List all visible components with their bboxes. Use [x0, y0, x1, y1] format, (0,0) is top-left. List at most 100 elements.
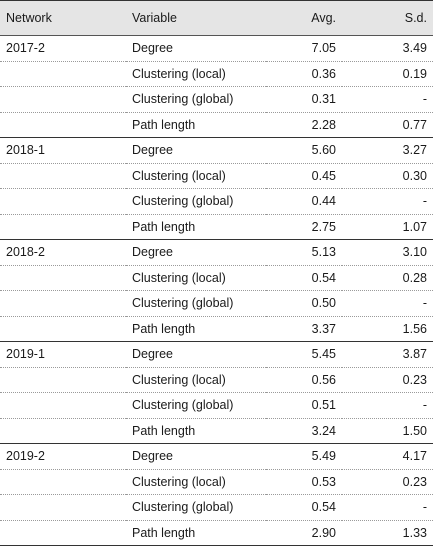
variable-cell: Clustering (global) [132, 500, 234, 515]
avg-cell: 2.28 [311, 117, 336, 132]
network-cell [0, 87, 126, 113]
network-cell [0, 112, 126, 138]
variable-cell: Clustering (global) [132, 194, 234, 209]
network-cell [0, 265, 126, 291]
table-row: Path length 3.37 1.56 [0, 316, 433, 342]
variable-cell: Clustering (local) [132, 474, 226, 489]
sd-cell: 1.50 [402, 423, 427, 438]
header-row: Network Variable Avg. S.d. [0, 0, 433, 36]
avg-cell: 0.44 [311, 194, 336, 209]
network-cell: 2018-1 [6, 143, 45, 158]
network-cell [0, 163, 126, 189]
table-row: Path length 2.75 1.07 [0, 214, 433, 240]
header-variable: Variable [132, 11, 177, 25]
variable-cell: Clustering (local) [132, 66, 226, 81]
table-row: Clustering (global) 0.51 - [0, 393, 433, 419]
sd-cell: 0.23 [402, 474, 427, 489]
table-row: Clustering (global) 0.31 - [0, 87, 433, 113]
table-row: 2017-2 Degree 7.05 3.49 [0, 36, 433, 61]
table-row: 2018-1 Degree 5.60 3.27 [0, 138, 433, 163]
sd-cell: 3.87 [402, 347, 427, 362]
variable-cell: Path length [132, 117, 196, 132]
network-cell [0, 316, 126, 342]
table-row: Clustering (local) 0.53 0.23 [0, 469, 433, 495]
sd-cell: 4.17 [402, 449, 427, 464]
sd-cell: - [422, 500, 427, 515]
network-cell [0, 189, 126, 215]
variable-cell: Clustering (local) [132, 372, 226, 387]
network-cell [0, 393, 126, 419]
header-network: Network [6, 11, 52, 25]
sd-cell: 3.27 [402, 143, 427, 158]
sd-cell: - [422, 296, 427, 311]
network-cell: 2018-2 [6, 245, 45, 260]
variable-cell: Clustering (global) [132, 92, 234, 107]
avg-cell: 5.45 [311, 347, 336, 362]
table-row: Clustering (global) 0.44 - [0, 189, 433, 215]
variable-cell: Degree [132, 347, 173, 362]
table-row: Clustering (global) 0.50 - [0, 291, 433, 317]
table-row: 2018-2 Degree 5.13 3.10 [0, 240, 433, 265]
network-cell [0, 469, 126, 495]
avg-cell: 2.75 [311, 219, 336, 234]
table-row: 2019-1 Degree 5.45 3.87 [0, 342, 433, 367]
network-cell [0, 495, 126, 521]
header-avg: Avg. [311, 11, 336, 25]
avg-cell: 0.54 [311, 270, 336, 285]
variable-cell: Path length [132, 219, 196, 234]
sd-cell: 0.30 [402, 168, 427, 183]
network-cell [0, 367, 126, 393]
sd-cell: 3.49 [402, 41, 427, 56]
table-row: Clustering (global) 0.54 - [0, 495, 433, 521]
variable-cell: Degree [132, 245, 173, 260]
table-row: Path length 3.24 1.50 [0, 418, 433, 444]
variable-cell: Degree [132, 41, 173, 56]
sd-cell: 3.10 [402, 245, 427, 260]
sd-cell: 1.07 [402, 219, 427, 234]
avg-cell: 0.54 [311, 500, 336, 515]
sd-cell: 1.33 [402, 525, 427, 540]
sd-cell: 0.23 [402, 372, 427, 387]
avg-cell: 0.53 [311, 474, 336, 489]
network-cell [0, 418, 126, 444]
sd-cell: 1.56 [402, 321, 427, 336]
table-row: Path length 2.28 0.77 [0, 112, 433, 138]
sd-cell: 0.77 [402, 117, 427, 132]
avg-cell: 5.13 [311, 245, 336, 260]
table-row: 2019-2 Degree 5.49 4.17 [0, 444, 433, 469]
table-row: Clustering (local) 0.36 0.19 [0, 61, 433, 87]
table-header: Network Variable Avg. S.d. [0, 0, 433, 36]
variable-cell: Degree [132, 449, 173, 464]
avg-cell: 0.45 [311, 168, 336, 183]
variable-cell: Path length [132, 321, 196, 336]
variable-cell: Clustering (local) [132, 270, 226, 285]
sd-cell: - [422, 92, 427, 107]
avg-cell: 3.37 [311, 321, 336, 336]
variable-cell: Clustering (global) [132, 296, 234, 311]
avg-cell: 7.05 [311, 41, 336, 56]
sd-cell: 0.19 [402, 66, 427, 81]
network-cell [0, 214, 126, 240]
avg-cell: 3.24 [311, 423, 336, 438]
table-row: Clustering (local) 0.45 0.30 [0, 163, 433, 189]
avg-cell: 0.36 [311, 66, 336, 81]
variable-cell: Path length [132, 423, 196, 438]
table-row: Clustering (local) 0.56 0.23 [0, 367, 433, 393]
network-cell [0, 520, 126, 546]
table-body: 2017-2 Degree 7.05 3.49 Clustering (local) 0.… [0, 36, 433, 546]
sd-cell: - [422, 398, 427, 413]
variable-cell: Clustering (local) [132, 168, 226, 183]
avg-cell: 0.56 [311, 372, 336, 387]
sd-cell: - [422, 194, 427, 209]
variable-cell: Degree [132, 143, 173, 158]
table-row: Clustering (local) 0.54 0.28 [0, 265, 433, 291]
network-cell [0, 291, 126, 317]
network-cell: 2019-1 [6, 347, 45, 362]
network-cell [0, 61, 126, 87]
avg-cell: 5.49 [311, 449, 336, 464]
table-row: Path length 2.90 1.33 [0, 520, 433, 546]
avg-cell: 2.90 [311, 525, 336, 540]
sd-cell: 0.28 [402, 270, 427, 285]
variable-cell: Clustering (global) [132, 398, 234, 413]
